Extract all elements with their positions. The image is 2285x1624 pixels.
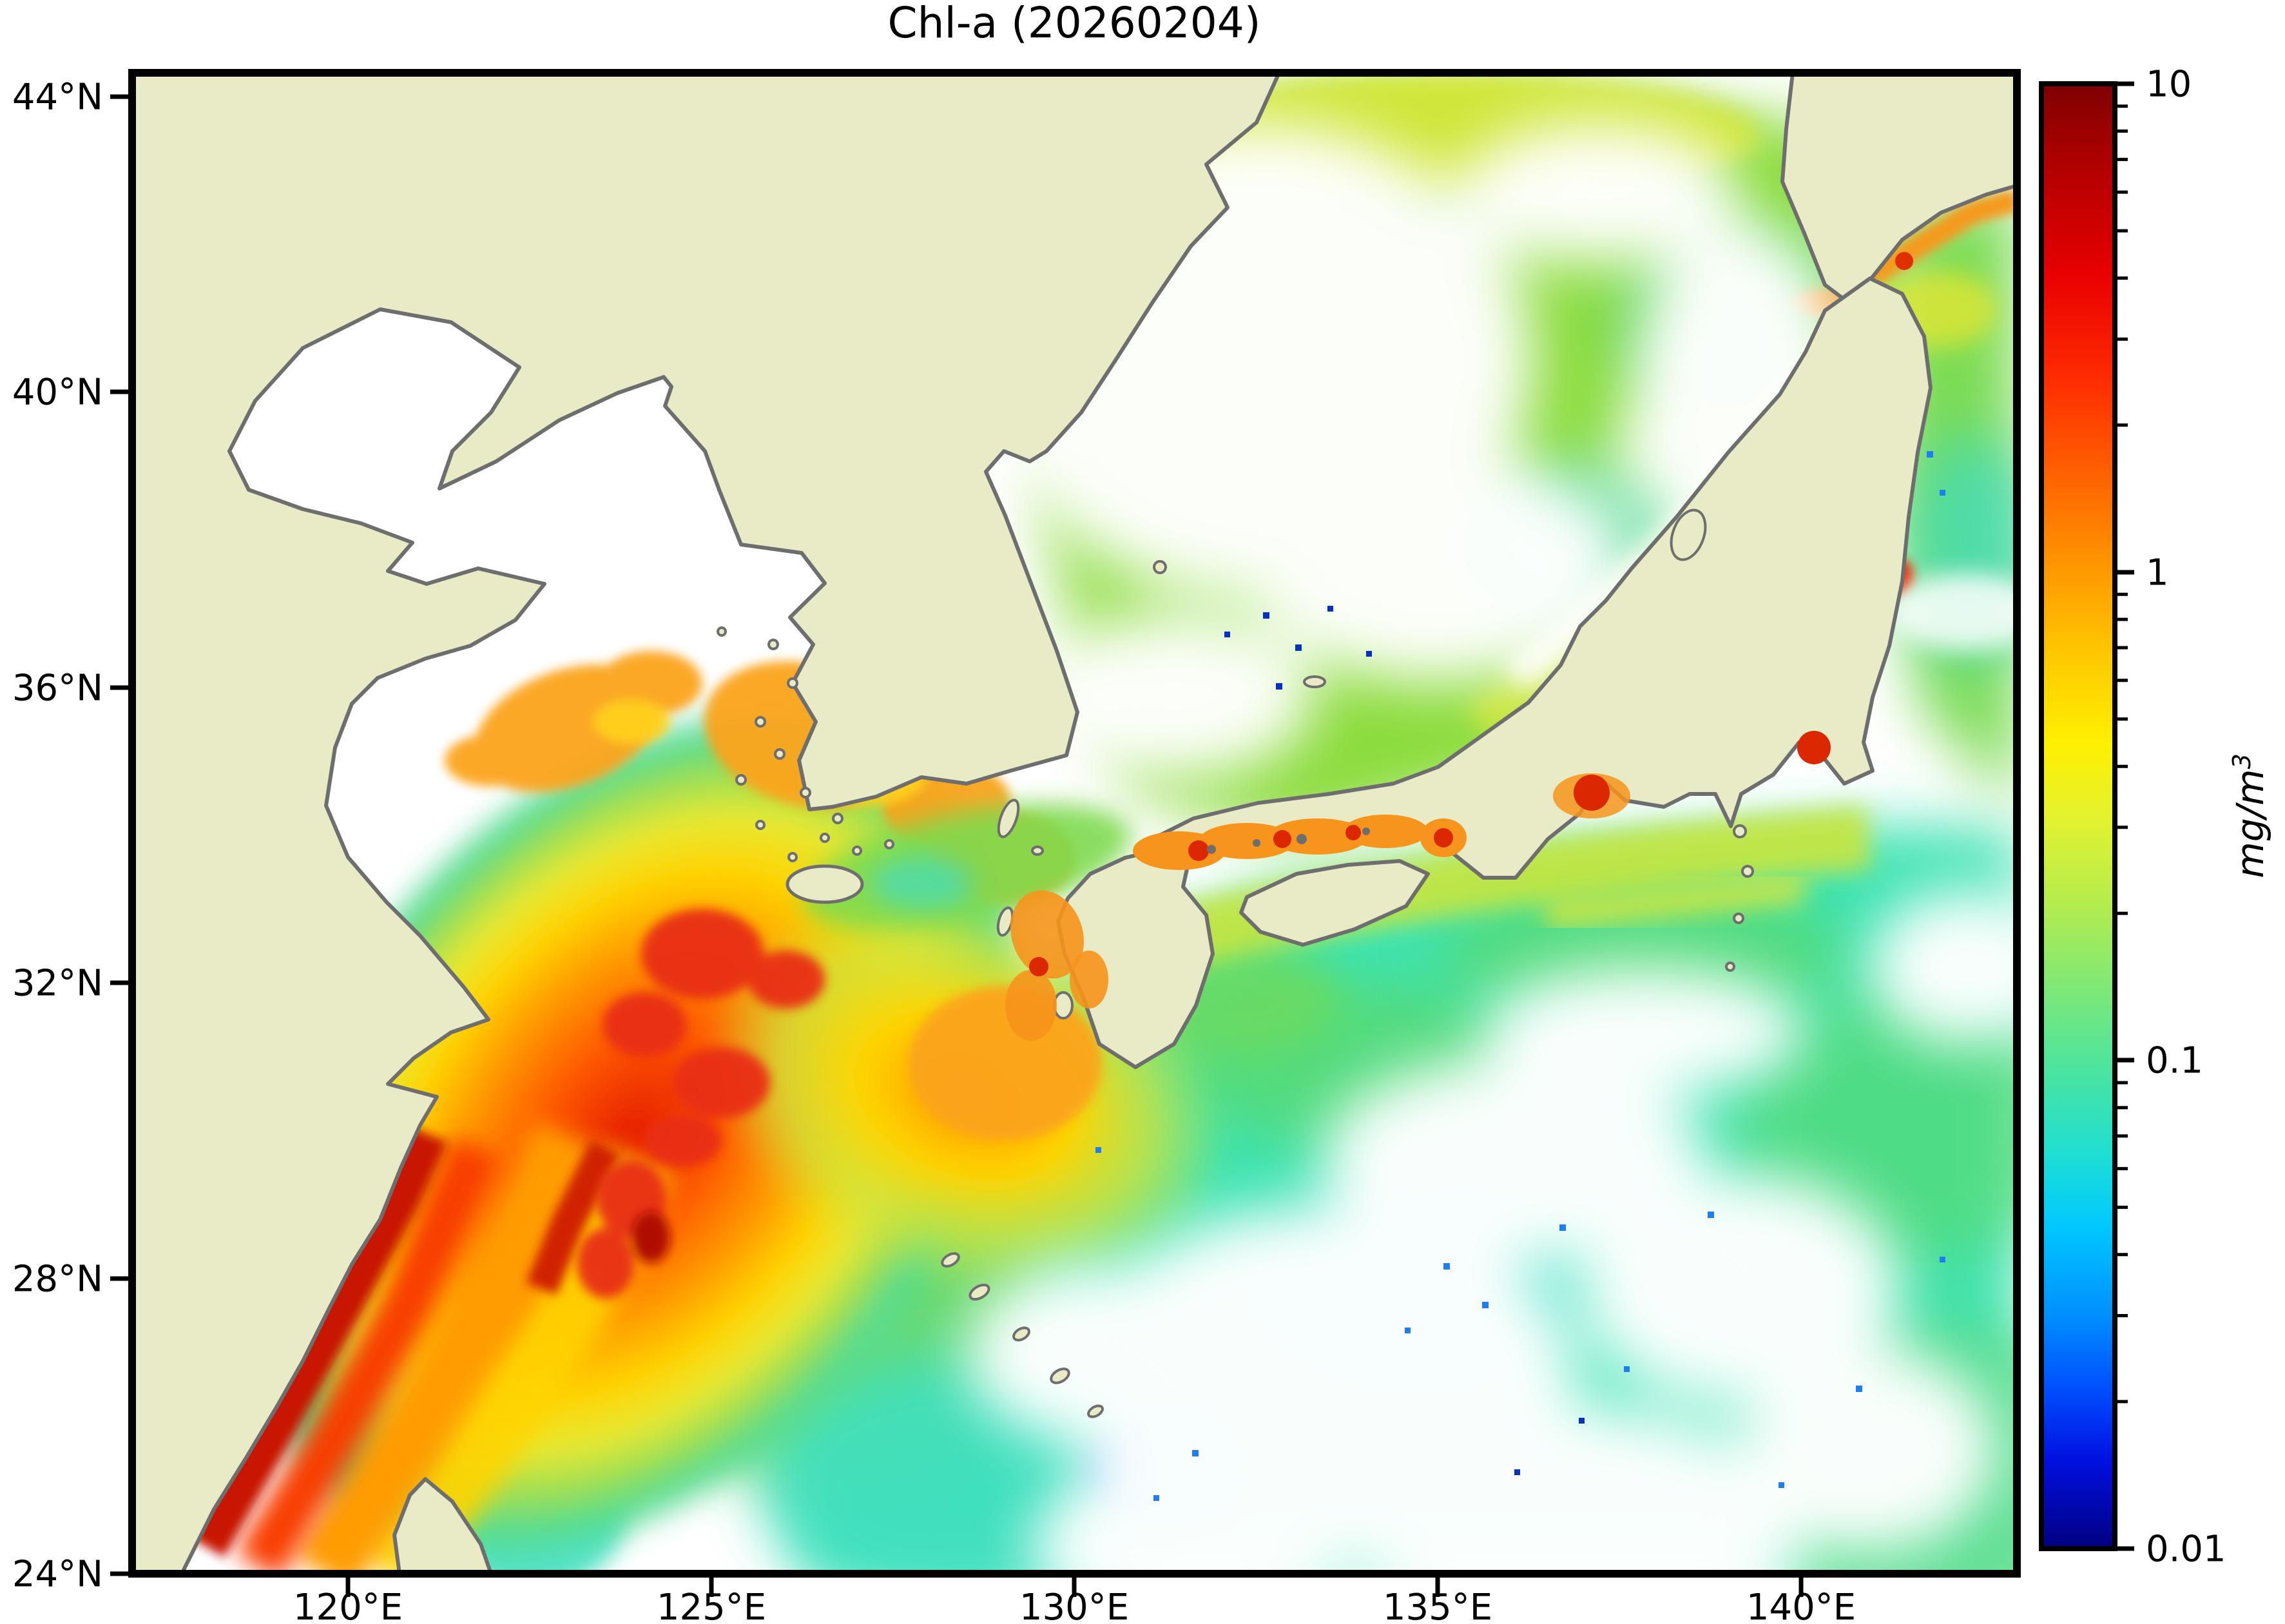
land-shikoku [1239,859,1430,947]
colorbar-major-ticks [2115,81,2134,1551]
land-honshu [1153,276,1933,880]
colorbar-unit-exponent: 3 [2228,753,2256,769]
x-tick-label-135e: 135°E [1383,1587,1492,1624]
map-plot-area [132,73,2017,1574]
land-oki [1303,675,1326,688]
inland-sea-bays [1005,731,1831,1041]
land-taiwan [392,1477,493,1574]
land-hokkaido [1780,73,2017,306]
colorbar-gradient-bar [2039,81,2117,1551]
x-tick-label-130e: 130°E [1019,1587,1129,1624]
chart-title: Chl-a (20260204) [888,0,1261,48]
x-tick-labels: 120°E 125°E 130°E 135°E 140°E [293,1587,1856,1624]
y-tick-label-24n: 24°N [12,1554,103,1596]
x-axis: 120°E 125°E 130°E 135°E 140°E [293,1578,1856,1624]
blue-speckles [1095,451,1945,1501]
colorbar-label-10: 10 [2146,64,2192,106]
colorbar-label-1: 1 [2146,552,2169,594]
colorbar-unit-label: mg/m3 [2228,753,2272,878]
land-sado [1670,508,1707,561]
colorbar-tick-labels: 10 1 0.1 0.01 [2146,64,2226,1571]
colorbar: 10 1 0.1 0.01 mg/m3 [2039,64,2272,1571]
colorbar-label-0-01: 0.01 [2146,1529,2226,1571]
x-tick-label-140e: 140°E [1746,1587,1856,1624]
y-tick-label-36n: 36°N [12,668,103,710]
land-tsushima [997,798,1020,838]
colorbar-unit-prefix: mg/m [2228,769,2272,878]
x-tick-label-120e: 120°E [293,1587,403,1624]
x-tick-label-125e: 125°E [657,1587,766,1624]
y-tick-marks [110,94,128,1576]
y-tick-label-28n: 28°N [12,1259,103,1300]
colorbar-minor-ticks [2115,104,2128,1404]
plot-frame [128,69,2021,1578]
small-islands [717,560,1754,1418]
y-tick-label-40n: 40°N [12,372,103,414]
y-tick-label-32n: 32°N [12,963,103,1005]
y-tick-labels: 44°N 40°N 36°N 32°N 28°N 24°N [12,77,103,1596]
y-tick-label-44n: 44°N [12,77,103,119]
x-tick-marks [345,1578,1804,1597]
y-axis: 44°N 40°N 36°N 32°N 28°N 24°N [12,77,128,1596]
land-jeju [786,864,864,904]
colorbar-label-0-1: 0.1 [2146,1040,2203,1082]
land-mainland-asia-korea [132,73,1281,1574]
